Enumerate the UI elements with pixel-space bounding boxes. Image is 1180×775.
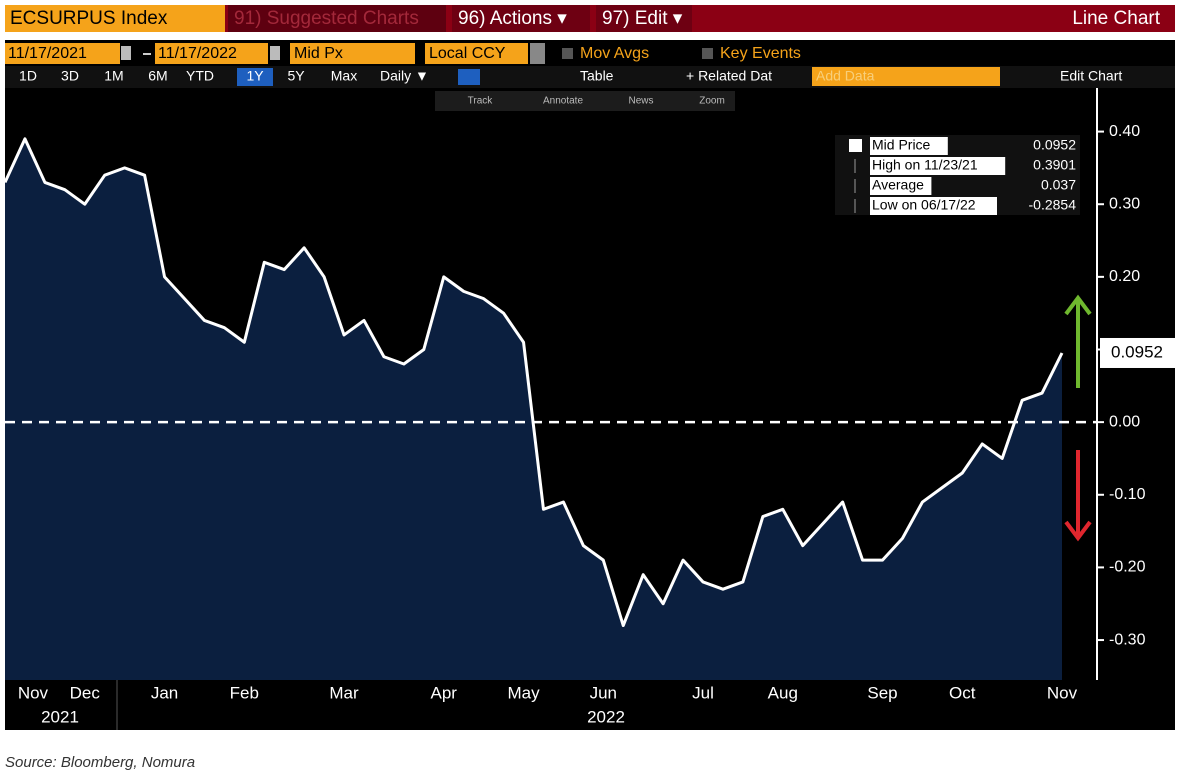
down-arrow-head xyxy=(1064,520,1092,542)
tool-button[interactable]: Annotate xyxy=(543,96,583,107)
period-active xyxy=(237,68,273,86)
period-button[interactable]: 1M xyxy=(104,68,123,84)
suggested-button[interactable] xyxy=(228,5,446,32)
start-date-box[interactable] xyxy=(5,43,120,64)
legend: Mid Price 0.0952 High on 11/23/21 0.3901 Ave… xyxy=(849,137,1076,215)
checkbox[interactable] xyxy=(702,48,713,59)
x-tick-label: Aug xyxy=(768,683,798,702)
x-tick-label: Apr xyxy=(431,683,458,702)
x-tick-label: Jul xyxy=(692,683,714,702)
legend-name: High on 11/23/21 xyxy=(872,157,978,173)
legend-value: 0.3901 xyxy=(1033,157,1076,173)
tool-button[interactable]: Zoom xyxy=(699,96,725,107)
edit-button[interactable] xyxy=(596,5,692,32)
legend-value: -0.2854 xyxy=(1029,197,1077,213)
last-value-tag xyxy=(1100,337,1175,368)
legend-name-bg xyxy=(870,157,1006,175)
end-date[interactable]: 11/17/2022 xyxy=(158,45,237,62)
frequency[interactable]: Daily ▼ xyxy=(380,68,429,84)
currency-box[interactable] xyxy=(425,43,528,64)
table[interactable]: Table xyxy=(580,68,614,84)
period-button[interactable]: YTD xyxy=(186,68,214,84)
date-dash xyxy=(143,53,151,55)
y-tick-label: 0.20 xyxy=(1109,268,1140,285)
key-events[interactable]: Key Events xyxy=(720,45,801,62)
y-tick-label: -0.30 xyxy=(1109,631,1146,648)
y-tick-label: -0.10 xyxy=(1109,486,1146,503)
actions-button[interactable] xyxy=(452,5,590,32)
line xyxy=(3,137,1064,628)
period-buttons: 1D 3D 1M 6M YTD 1Y 5Y Max xyxy=(19,68,357,86)
x-tick-label: Dec xyxy=(70,683,101,702)
legend-name: Average xyxy=(872,177,924,193)
suggested[interactable]: 91) Suggested Charts xyxy=(234,8,419,29)
legend-value: 0.037 xyxy=(1041,177,1076,193)
x-tick-label: Sep xyxy=(867,683,897,702)
period-button[interactable]: 1D xyxy=(19,68,37,84)
field[interactable]: Mid Px xyxy=(294,45,343,62)
x-tick-label: Feb xyxy=(230,683,259,702)
year-label: 2022 xyxy=(587,707,625,726)
x-tick-label: May xyxy=(507,683,540,702)
source: Source: Bloomberg, Nomura xyxy=(5,754,195,771)
legend-swatch xyxy=(849,139,862,152)
add-data-box[interactable] xyxy=(812,67,1000,86)
ticker-box[interactable] xyxy=(5,5,225,32)
y-tick-label: -0.20 xyxy=(1109,559,1146,576)
field-box[interactable] xyxy=(290,43,415,64)
x-tick-label: Nov xyxy=(18,683,49,702)
calendar-icon[interactable] xyxy=(121,46,131,60)
edit[interactable]: 97) Edit ▾ xyxy=(602,8,683,29)
currency-dropdown[interactable] xyxy=(530,43,545,64)
period-button[interactable]: 3D xyxy=(61,68,79,84)
y-tick-label: 0.30 xyxy=(1109,195,1140,212)
currency[interactable]: Local CCY xyxy=(429,45,506,62)
period-button[interactable]: 5Y xyxy=(287,68,305,84)
last-value-label: 0.0952 xyxy=(1111,342,1163,361)
add-data[interactable]: Add Data xyxy=(816,68,875,84)
legend-name: Mid Price xyxy=(872,137,931,153)
ticker[interactable]: ECSURPUS Index xyxy=(10,8,168,29)
x-tick-label: Jan xyxy=(151,683,178,702)
checkbox[interactable] xyxy=(562,48,573,59)
x-tick-label: Mar xyxy=(329,683,359,702)
period-button[interactable]: 6M xyxy=(148,68,167,84)
area xyxy=(5,138,1062,680)
legend-name-bg xyxy=(870,137,948,155)
mov-avgs[interactable]: Mov Avgs xyxy=(580,45,649,62)
legend-value: 0.0952 xyxy=(1033,137,1076,153)
x-tick-label: Oct xyxy=(949,683,976,702)
legend-name-bg xyxy=(870,197,997,215)
related[interactable]: + Related Dat xyxy=(686,68,772,84)
legend-name: Low on 06/17/22 xyxy=(872,197,976,213)
end-date-box[interactable] xyxy=(155,43,268,64)
edit-chart[interactable]: Edit Chart xyxy=(1060,68,1122,84)
tool-bar xyxy=(435,91,735,111)
period-button[interactable]: 1Y xyxy=(246,68,264,84)
y-tick-label: 0.00 xyxy=(1109,413,1140,430)
plot: 0.400.300.200.100.00-0.10-0.20-0.300.095… xyxy=(3,88,1175,726)
calendar-icon[interactable] xyxy=(270,46,280,60)
y-tick-label: 0.40 xyxy=(1109,123,1140,140)
legend-name-bg xyxy=(870,177,932,195)
x-tick-label: Jun xyxy=(590,683,617,702)
chart-kind: Line Chart xyxy=(1072,8,1160,29)
tools: Track Annotate News Zoom xyxy=(468,96,725,107)
tool-button[interactable]: Track xyxy=(468,96,494,107)
x-tick-label: Nov xyxy=(1047,683,1078,702)
period-button[interactable]: Max xyxy=(331,68,357,84)
actions[interactable]: 96) Actions ▾ xyxy=(458,8,567,29)
up-arrow-head xyxy=(1064,294,1092,316)
year-label: 2021 xyxy=(41,707,79,726)
line-icon[interactable] xyxy=(458,69,480,85)
start-date[interactable]: 11/17/2021 xyxy=(8,45,87,62)
tool-button[interactable]: News xyxy=(628,96,653,107)
